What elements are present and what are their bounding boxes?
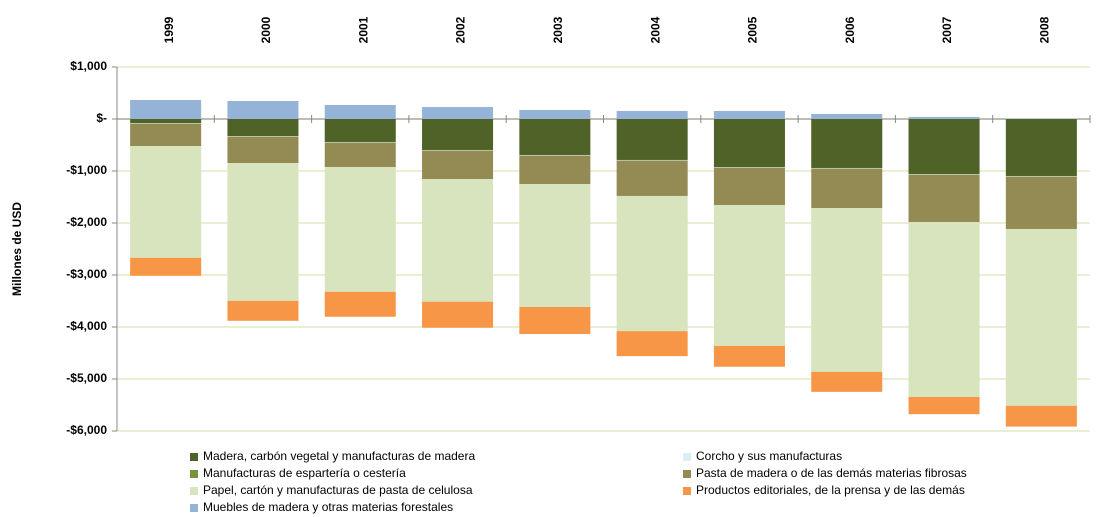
x-tick-label: 2005	[746, 16, 760, 43]
legend-swatch	[190, 453, 198, 461]
y-tick-label: $-	[96, 111, 107, 125]
bar-segment	[324, 104, 396, 119]
x-tick-label: 2003	[551, 16, 565, 43]
bar-segment	[324, 119, 396, 142]
bar-segment	[227, 162, 299, 301]
legend-label: Corcho y sus manufacturas	[696, 449, 842, 463]
bar-segment	[422, 107, 494, 119]
y-tick-label: -$3,000	[66, 267, 107, 281]
x-tick-label: 2004	[648, 16, 662, 43]
legend-swatch	[190, 487, 198, 495]
bar-segment	[422, 119, 494, 150]
legend-label: Manufacturas de espartería o cestería	[203, 466, 406, 480]
bar-segment	[227, 136, 299, 163]
x-tick-label: 2006	[843, 16, 857, 43]
y-tick-label: -$2,000	[66, 215, 107, 229]
y-axis-title: Millones de USD	[10, 202, 24, 296]
x-tick-label: 2001	[356, 16, 370, 43]
bar-segment	[616, 119, 688, 160]
bar-segment	[519, 119, 591, 155]
bar-segment	[227, 119, 299, 137]
bar-segment	[1005, 119, 1077, 176]
legend-label: Papel, cartón y manufacturas de pasta de…	[203, 483, 473, 497]
bar-segment	[908, 222, 980, 397]
legend-label: Productos editoriales, de la prensa y de…	[696, 483, 965, 497]
bar-segment	[713, 119, 785, 167]
bar-segment	[811, 208, 883, 372]
y-tick-label: -$1,000	[66, 163, 107, 177]
y-tick-label: -$6,000	[66, 423, 107, 437]
bar-segment	[324, 142, 396, 167]
x-tick-label: 2008	[1038, 16, 1052, 43]
bar-segment	[130, 123, 202, 147]
bar-segment	[616, 160, 688, 196]
bar-segment	[616, 331, 688, 357]
bar-segment	[130, 257, 202, 276]
bar-segment	[324, 166, 396, 292]
bar-segment	[713, 110, 785, 119]
legend-label: Pasta de madera o de las demás materias …	[696, 466, 967, 480]
legend-swatch	[190, 504, 198, 512]
bar-segment	[713, 205, 785, 346]
bar-segment	[227, 101, 299, 119]
x-tick-label: 2000	[259, 16, 273, 43]
x-tick-label: 2002	[454, 16, 468, 43]
bar-segment	[130, 146, 202, 258]
bar-segment	[811, 114, 883, 119]
bar-segment	[130, 100, 202, 119]
bar-segment	[519, 155, 591, 184]
legend-swatch	[683, 470, 691, 478]
x-tick-label: 2007	[940, 16, 954, 43]
y-tick-label: -$4,000	[66, 319, 107, 333]
bar-segment	[324, 291, 396, 317]
bar-segment	[811, 371, 883, 392]
bar-segment	[422, 301, 494, 328]
bar-segment	[811, 119, 883, 168]
bar-segment	[713, 345, 785, 367]
bar-segment	[1005, 228, 1077, 406]
bar-segment	[1005, 405, 1077, 427]
bar-segment	[227, 300, 299, 321]
legend-label: Muebles de madera y otras materias fores…	[203, 500, 453, 514]
bar-segment	[1005, 176, 1077, 229]
bar-segment	[811, 168, 883, 209]
bar-segment	[908, 116, 980, 119]
bar-segment	[519, 110, 591, 119]
bar-segment	[1005, 118, 1077, 119]
bar-segment	[616, 110, 688, 119]
legend-swatch	[190, 470, 198, 478]
bar-segment	[713, 167, 785, 206]
bar-segment	[422, 150, 494, 180]
bar-segment	[908, 396, 980, 415]
bar-segment	[519, 184, 591, 307]
y-tick-label: -$5,000	[66, 371, 107, 385]
legend-swatch	[683, 453, 691, 461]
bar-segment	[908, 174, 980, 223]
legend-label: Madera, carbón vegetal y manufacturas de…	[203, 449, 475, 463]
x-tick-label: 1999	[162, 16, 176, 43]
bar-segment	[519, 306, 591, 335]
y-tick-label: $1,000	[70, 59, 107, 73]
bar-segment	[422, 179, 494, 302]
legend-swatch	[683, 487, 691, 495]
bar-segment	[130, 119, 202, 124]
bar-segment	[908, 119, 980, 175]
bar-segment	[616, 195, 688, 332]
